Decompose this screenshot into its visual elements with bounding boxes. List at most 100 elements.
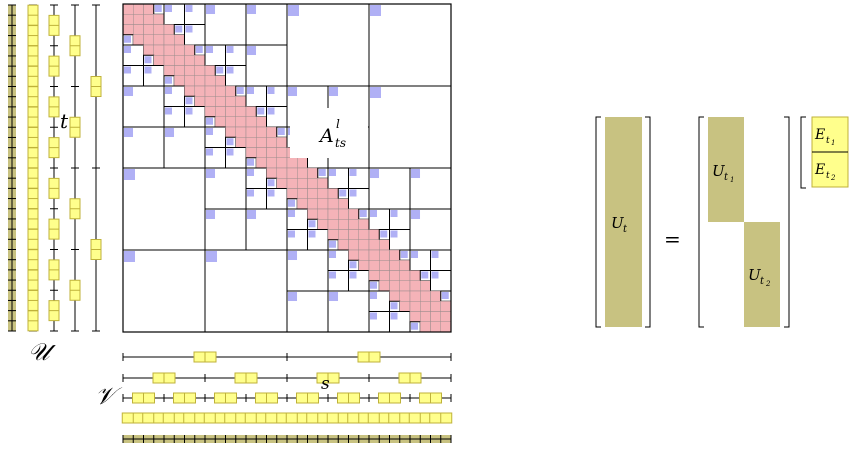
dense-block xyxy=(307,167,318,179)
dense-block xyxy=(163,44,175,56)
dense-block xyxy=(194,85,206,97)
dense-block xyxy=(204,85,216,97)
coupling-matrix xyxy=(288,5,299,16)
dense-block xyxy=(143,3,154,15)
coupling-matrix xyxy=(206,46,213,53)
coupling-matrix xyxy=(390,230,398,238)
dense-block xyxy=(317,198,329,210)
coupling-matrix xyxy=(288,230,295,238)
dense-block xyxy=(174,75,185,87)
dense-block xyxy=(225,126,236,138)
dense-block xyxy=(327,198,339,210)
dense-block xyxy=(379,260,390,271)
dense-block xyxy=(348,249,359,261)
coupling-matrix xyxy=(185,5,193,12)
column-tree-label: 𝒱 xyxy=(95,382,123,410)
coupling-matrix xyxy=(124,46,131,53)
transfer-et2-block xyxy=(811,151,849,188)
dense-block xyxy=(266,167,277,179)
dense-block xyxy=(235,96,247,107)
dense-block xyxy=(327,208,339,220)
dense-block xyxy=(307,198,318,210)
dense-block xyxy=(358,239,370,251)
dense-block xyxy=(327,219,339,230)
coupling-matrix xyxy=(124,251,135,262)
coupling-matrix xyxy=(226,148,234,156)
dense-block xyxy=(133,34,144,46)
dense-block xyxy=(389,260,400,271)
coupling-matrix xyxy=(288,251,298,261)
coupling-matrix xyxy=(236,87,244,94)
dense-block xyxy=(245,126,257,138)
coupling-matrix xyxy=(247,87,254,94)
coupling-matrix xyxy=(359,210,367,217)
bracket-blockdiag-right xyxy=(784,116,790,328)
basis-equation: U t = U t 1 U t 2 E t 1 E t 2 xyxy=(595,116,849,328)
dense-block xyxy=(184,85,195,97)
et1-label-sub: t xyxy=(826,136,830,146)
coupling-matrix xyxy=(267,87,275,94)
coupling-matrix xyxy=(195,46,203,53)
dense-block xyxy=(348,239,359,251)
dense-block xyxy=(358,249,370,261)
dense-block xyxy=(256,116,267,128)
block-matrix xyxy=(122,3,452,333)
coupling-matrix xyxy=(175,25,183,33)
coupling-matrix xyxy=(349,261,357,269)
ut2-label-subsub: 2 xyxy=(765,280,771,288)
dense-block xyxy=(358,229,370,240)
dense-block xyxy=(307,208,318,220)
coupling-matrix xyxy=(165,5,172,12)
coupling-matrix xyxy=(339,189,347,197)
dense-block xyxy=(184,65,195,76)
dense-block xyxy=(420,290,431,302)
dense-block xyxy=(338,198,349,210)
dense-block xyxy=(194,96,206,107)
coupling-matrix xyxy=(247,169,254,176)
block-label-base: A xyxy=(318,125,334,147)
transfer-et1-block xyxy=(811,116,849,153)
coupling-matrix xyxy=(206,169,216,179)
ut2-label-base: U xyxy=(748,266,762,284)
block-label-sub: ts xyxy=(335,136,346,150)
dense-block xyxy=(276,137,288,148)
coupling-matrix xyxy=(257,107,265,115)
dense-block xyxy=(235,126,247,138)
dense-block xyxy=(286,188,298,199)
coupling-matrix xyxy=(318,169,326,176)
dense-block xyxy=(266,147,277,158)
dense-block xyxy=(225,96,236,107)
ut-label-base: U xyxy=(611,214,625,232)
dense-block xyxy=(307,188,318,199)
dense-block xyxy=(440,301,452,312)
dense-block xyxy=(215,75,226,87)
dense-block xyxy=(174,44,185,56)
dense-block xyxy=(430,321,441,333)
dense-block xyxy=(409,270,421,281)
coupling-matrix xyxy=(206,251,217,262)
coupling-matrix xyxy=(247,189,254,197)
dense-block xyxy=(143,24,154,35)
coupling-matrix xyxy=(124,128,134,138)
dense-block xyxy=(430,311,441,322)
et2-label-subsub: 2 xyxy=(830,174,836,182)
ut1-label-sub: t xyxy=(724,172,729,183)
dense-block xyxy=(317,178,329,189)
coupling-matrix xyxy=(124,87,134,97)
bracket-ut-right xyxy=(645,116,651,328)
dense-block xyxy=(225,116,236,128)
dense-block xyxy=(338,219,349,230)
dense-block xyxy=(204,106,216,117)
coupling-matrix xyxy=(288,292,298,302)
bracket-transfer-left xyxy=(800,116,806,189)
ut1-label-subsub: 1 xyxy=(730,176,734,184)
dense-block xyxy=(409,280,421,292)
dense-block xyxy=(286,157,298,169)
dense-block xyxy=(276,157,288,169)
coupling-matrix xyxy=(411,169,421,179)
dense-block xyxy=(133,3,144,15)
dense-block xyxy=(215,96,226,107)
dense-block xyxy=(225,85,236,97)
coupling-matrix xyxy=(165,76,172,84)
ut-label-sub: t xyxy=(623,224,628,235)
